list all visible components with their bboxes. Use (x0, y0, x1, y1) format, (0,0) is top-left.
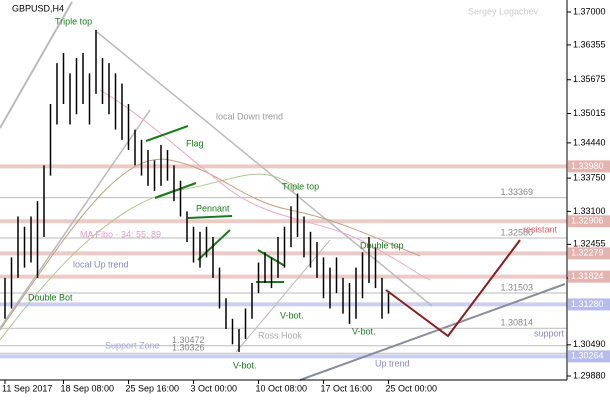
annotation: local Down trend (216, 111, 283, 121)
pattern-line (187, 215, 233, 219)
x-tick-label: 10 Oct 08:00 (256, 383, 308, 393)
level-box (568, 160, 610, 173)
level-box (568, 350, 610, 363)
annotation: Support Zone (105, 340, 160, 350)
annotation: resistant (523, 224, 558, 234)
y-tick-label: 1.33100 (573, 206, 606, 216)
author: Sergey Logachev (468, 6, 539, 16)
forecast-path (385, 239, 521, 338)
annotation: MA Fibo - 34; 55; 89 (80, 229, 161, 239)
level-box (568, 270, 610, 283)
annotation: Pennant (196, 203, 230, 213)
pattern-line (154, 182, 197, 199)
ma-line (0, 158, 421, 331)
x-tick-label: 3 Oct 00:00 (191, 383, 238, 393)
decor (0, 1, 566, 381)
level-label: 1.31280 (571, 299, 604, 309)
level-value: 1.31503 (500, 282, 533, 292)
x-tick-label: 25 Oct 00:00 (386, 383, 438, 393)
annotation: Flag (186, 138, 204, 148)
x-tick-label: 11 Sep 2017 (2, 383, 52, 393)
level-value: 1.30472 (172, 335, 205, 345)
y-tick-label: 1.30490 (573, 339, 606, 349)
annotation: Triple top (55, 16, 92, 26)
annotation: Ross Hook (258, 330, 303, 340)
annotation: Triple top (282, 181, 319, 191)
x-tick-label: 18 Sep 08:00 (61, 383, 115, 393)
y-tick-label: 1.33750 (573, 173, 606, 183)
y-tick-label: 1.37000 (573, 6, 606, 16)
annotation: local Up trend (73, 259, 129, 269)
level-label: 1.31824 (571, 271, 604, 281)
pattern-line (145, 125, 189, 142)
level-box (568, 298, 610, 311)
y-tick-label: 1.34440 (573, 137, 606, 147)
levels (0, 164, 567, 359)
level-value: 1.30814 (500, 318, 533, 328)
level-box (568, 247, 610, 260)
trend-line (0, 1, 73, 129)
annotation: V-bot. (352, 326, 376, 336)
level-value: 1.30326 (172, 343, 205, 353)
ma-line (99, 89, 431, 281)
y-tick-label: 1.35015 (573, 108, 606, 118)
trend-line (235, 239, 331, 353)
annotation: Double top (360, 240, 404, 250)
bars (4, 29, 390, 352)
trend-line (0, 109, 151, 329)
pattern-line (197, 229, 231, 261)
annotation: V-bot. (280, 310, 304, 320)
up-trend-line (299, 283, 566, 381)
annotation: Double Bot (28, 292, 73, 302)
annotation: support (534, 328, 565, 338)
chart-title: GBPUSD,H4 (12, 3, 64, 13)
level-value: 1.33369 (500, 187, 533, 197)
y-tick-label: 1.35675 (573, 74, 606, 84)
level-label: 1.30264 (571, 351, 604, 361)
annotation: V-bot. (233, 360, 257, 370)
y-tick-label: 1.29880 (573, 370, 606, 380)
y-tick-label: 1.32455 (573, 239, 606, 249)
level-value: 1.32580 (500, 227, 533, 237)
y-tick-label: 1.36355 (573, 39, 606, 49)
annotation: Up trend (375, 358, 410, 368)
level-label: 1.33980 (571, 161, 604, 171)
x-tick-label: 17 Oct 16:00 (321, 383, 373, 393)
level-label: 1.32279 (571, 248, 604, 258)
level-box (568, 215, 610, 228)
level-label: 1.32906 (571, 216, 604, 226)
x-tick-label: 25 Sep 16:00 (126, 383, 180, 393)
